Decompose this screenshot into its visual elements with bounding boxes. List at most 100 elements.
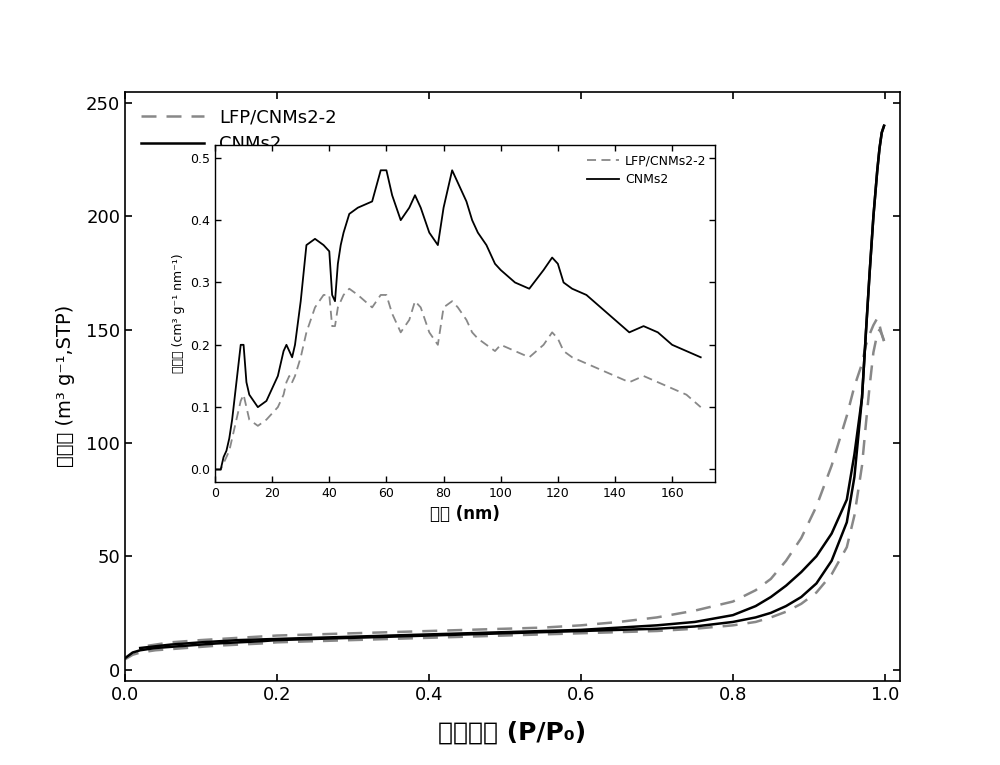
LFP/CNMs2-2	[415, 303, 427, 312]
LFP/CNMs2-2	[867, 348, 879, 357]
CNMs2	[409, 190, 421, 200]
LFP/CNMs2-2	[180, 643, 192, 653]
LFP/CNMs2-2	[195, 643, 207, 652]
CNMs2	[375, 166, 387, 175]
CNMs2	[209, 465, 221, 474]
LFP/CNMs2-2	[332, 303, 344, 312]
CNMs2	[149, 643, 161, 653]
CNMs2	[332, 259, 344, 269]
Y-axis label: 吸附量 (m³ g⁻¹,STP): 吸附量 (m³ g⁻¹,STP)	[56, 305, 75, 467]
LFP/CNMs2-2	[343, 284, 355, 293]
LFP/CNMs2-2	[878, 337, 890, 346]
LFP/CNMs2-2	[689, 624, 701, 633]
CNMs2	[876, 128, 888, 137]
LFP/CNMs2-2	[695, 402, 707, 412]
Line: LFP/CNMs2-2: LFP/CNMs2-2	[125, 330, 884, 659]
CNMs2	[385, 632, 397, 641]
CNMs2	[795, 592, 807, 601]
CNMs2	[613, 625, 625, 634]
CNMs2	[423, 631, 435, 640]
CNMs2	[165, 643, 177, 652]
LFP/CNMs2-2	[271, 638, 283, 647]
LFP/CNMs2-2	[727, 620, 739, 630]
LFP/CNMs2-2	[165, 645, 177, 654]
CNMs2	[180, 641, 192, 650]
LFP/CNMs2-2	[750, 617, 762, 627]
LFP/CNMs2-2	[461, 632, 473, 641]
CNMs2	[119, 653, 131, 662]
CNMs2	[233, 638, 245, 647]
LFP/CNMs2-2	[795, 599, 807, 608]
LFP/CNMs2-2	[810, 588, 822, 597]
CNMs2	[256, 636, 268, 646]
LFP/CNMs2-2	[856, 461, 868, 470]
CNMs2	[272, 371, 284, 380]
LFP/CNMs2-2	[409, 297, 421, 306]
LFP/CNMs2-2	[119, 655, 131, 664]
Legend: LFP/CNMs2-2, CNMs2: LFP/CNMs2-2, CNMs2	[134, 101, 344, 161]
LFP/CNMs2-2	[873, 325, 885, 334]
CNMs2	[780, 601, 792, 610]
CNMs2	[134, 646, 146, 655]
LFP/CNMs2-2	[149, 646, 161, 655]
LFP/CNMs2-2	[780, 607, 792, 617]
LFP/CNMs2-2	[841, 542, 853, 552]
LFP/CNMs2-2	[423, 633, 435, 643]
LFP/CNMs2-2	[876, 330, 888, 339]
CNMs2	[651, 624, 663, 633]
LFP/CNMs2-2	[309, 636, 321, 646]
CNMs2	[856, 393, 868, 402]
LFP/CNMs2-2	[210, 641, 222, 650]
CNMs2	[826, 556, 838, 565]
CNMs2	[848, 472, 860, 481]
LFP/CNMs2-2	[209, 465, 221, 474]
LFP/CNMs2-2	[613, 627, 625, 636]
CNMs2	[689, 622, 701, 631]
LFP/CNMs2-2	[134, 648, 146, 657]
CNMs2	[278, 347, 290, 356]
CNMs2	[415, 203, 427, 212]
CNMs2	[871, 167, 883, 176]
CNMs2	[810, 579, 822, 588]
X-axis label: 孔径 (nm): 孔径 (nm)	[430, 506, 500, 523]
LFP/CNMs2-2	[256, 639, 268, 648]
LFP/CNMs2-2	[864, 382, 876, 391]
CNMs2	[461, 630, 473, 639]
CNMs2	[210, 639, 222, 648]
CNMs2	[765, 608, 777, 617]
CNMs2	[860, 330, 872, 339]
CNMs2	[537, 627, 549, 636]
LFP/CNMs2-2	[609, 371, 621, 380]
Legend: LFP/CNMs2-2, CNMs2: LFP/CNMs2-2, CNMs2	[582, 149, 711, 191]
LFP/CNMs2-2	[871, 330, 883, 339]
LFP/CNMs2-2	[499, 631, 511, 640]
CNMs2	[841, 518, 853, 527]
CNMs2	[309, 634, 321, 643]
X-axis label: 相对压强 (P/P₀): 相对压强 (P/P₀)	[438, 721, 587, 744]
CNMs2	[864, 269, 876, 278]
LFP/CNMs2-2	[233, 640, 245, 649]
LFP/CNMs2-2	[848, 511, 860, 520]
LFP/CNMs2-2	[127, 650, 139, 659]
CNMs2	[727, 617, 739, 627]
LFP/CNMs2-2	[278, 390, 290, 399]
LFP/CNMs2-2	[860, 420, 872, 429]
LFP/CNMs2-2	[272, 402, 284, 412]
CNMs2	[499, 629, 511, 638]
CNMs2	[695, 353, 707, 362]
LFP/CNMs2-2	[826, 570, 838, 579]
CNMs2	[347, 633, 359, 643]
Line: LFP/CNMs2-2: LFP/CNMs2-2	[215, 288, 701, 470]
CNMs2	[609, 315, 621, 324]
CNMs2	[271, 636, 283, 645]
LFP/CNMs2-2	[651, 627, 663, 636]
CNMs2	[867, 212, 879, 221]
LFP/CNMs2-2	[765, 613, 777, 622]
Line: CNMs2: CNMs2	[125, 125, 884, 658]
CNMs2	[195, 640, 207, 649]
CNMs2	[750, 613, 762, 622]
Line: CNMs2: CNMs2	[215, 171, 701, 470]
CNMs2	[127, 648, 139, 657]
CNMs2	[873, 144, 885, 153]
LFP/CNMs2-2	[575, 629, 587, 638]
